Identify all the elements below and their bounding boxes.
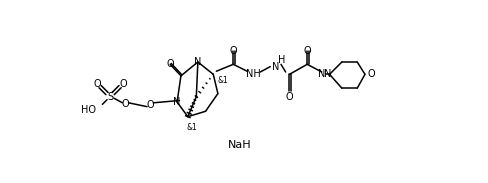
Text: O: O — [285, 92, 293, 102]
Text: N: N — [323, 69, 330, 79]
Text: O: O — [119, 79, 127, 89]
Text: NH: NH — [245, 69, 260, 79]
Text: N: N — [271, 62, 279, 72]
Text: S: S — [107, 92, 113, 102]
Text: O: O — [303, 46, 310, 56]
Text: H: H — [278, 55, 285, 66]
Text: N: N — [173, 97, 181, 107]
Text: &1: &1 — [218, 76, 228, 85]
Text: O: O — [122, 99, 129, 109]
Text: O: O — [229, 46, 237, 56]
Text: O: O — [146, 100, 154, 110]
Text: O: O — [93, 79, 101, 89]
Text: N: N — [318, 69, 325, 79]
Text: O: O — [166, 59, 174, 69]
Text: NaH: NaH — [227, 140, 251, 150]
Text: O: O — [366, 69, 374, 79]
Text: &1: &1 — [186, 123, 197, 132]
Text: N: N — [194, 57, 201, 67]
Text: HO: HO — [81, 105, 96, 115]
